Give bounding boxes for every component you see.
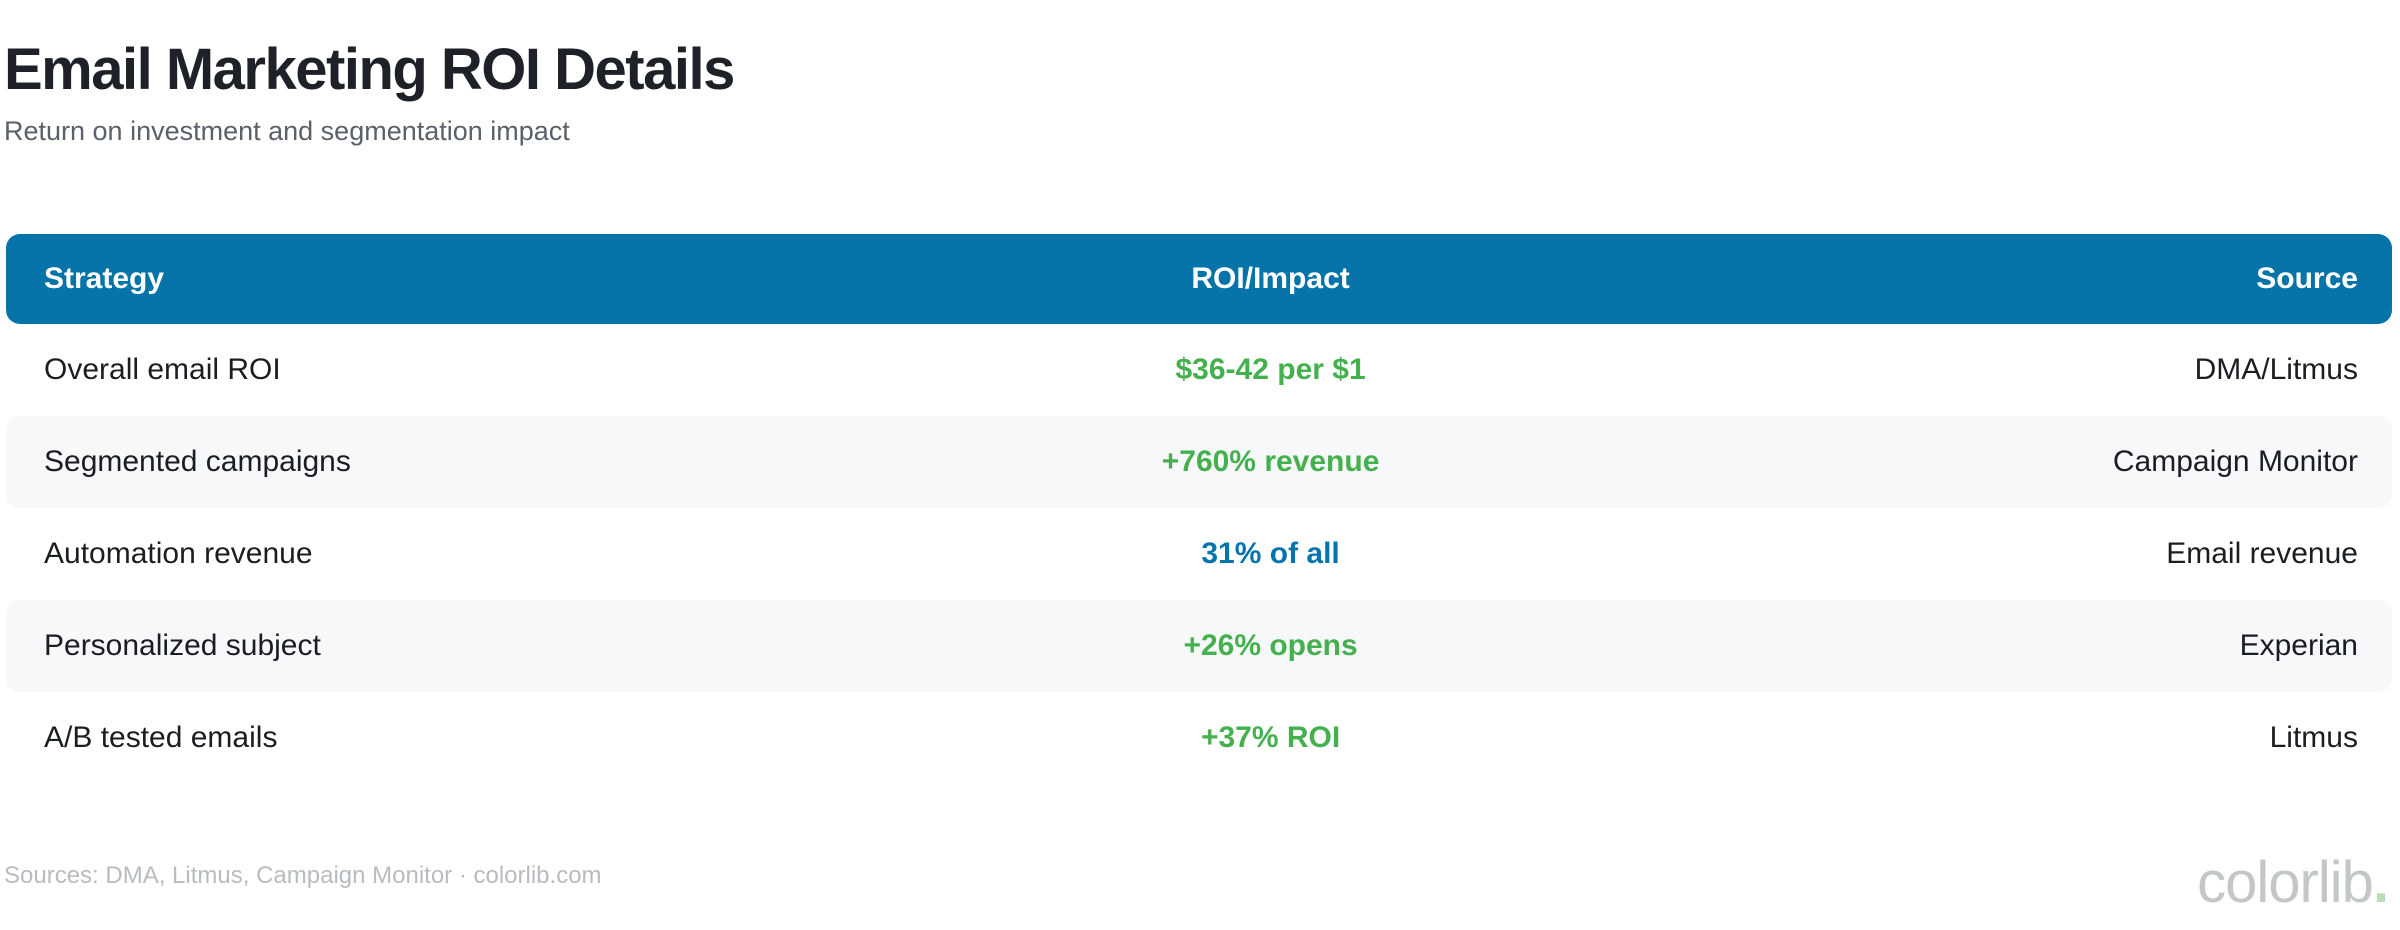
source-cell: Email revenue [2166, 537, 2358, 570]
sources-note: Sources: DMA, Litmus, Campaign Monitor ·… [4, 862, 602, 889]
source-cell: Campaign Monitor [2112, 445, 2358, 478]
page-heading: Email Marketing ROI Details Return on in… [4, 37, 735, 147]
impact-cell: +26% opens [1183, 629, 1358, 662]
column-header-impact: ROI/Impact [1191, 262, 1350, 295]
strategy-cell: Segmented campaigns [44, 445, 351, 478]
impact-cell: $36-42 per $1 [1175, 353, 1366, 386]
strategy-cell: Personalized subject [44, 629, 321, 662]
page-title: Email Marketing ROI Details [4, 37, 735, 102]
table-row: Segmented campaigns +760% revenue Campai… [6, 416, 2392, 508]
impact-cell: +760% revenue [1161, 445, 1380, 478]
table-row: Overall email ROI $36-42 per $1 DMA/Litm… [6, 324, 2392, 416]
colorlib-logo-dot: . [2372, 850, 2389, 915]
source-cell: DMA/Litmus [2194, 353, 2358, 386]
impact-cell: +37% ROI [1200, 721, 1341, 754]
source-cell: Litmus [2269, 721, 2358, 754]
impact-cell: 31% of all [1201, 537, 1340, 570]
table-row: Automation revenue 31% of all Email reve… [6, 508, 2392, 600]
strategy-cell: A/B tested emails [44, 721, 278, 754]
strategy-cell: Automation revenue [44, 537, 313, 570]
table-header-row: Strategy ROI/Impact Source [6, 234, 2392, 324]
column-header-strategy: Strategy [44, 262, 165, 295]
colorlib-logo: colorlib. [2197, 849, 2389, 916]
colorlib-logo-text: colorlib [2197, 850, 2374, 915]
source-cell: Experian [2239, 629, 2358, 662]
page-subtitle: Return on investment and segmentation im… [4, 115, 570, 146]
table-row: Personalized subject +26% opens Experian [6, 600, 2392, 692]
strategy-cell: Overall email ROI [44, 353, 281, 386]
table-row: A/B tested emails +37% ROI Litmus [6, 692, 2392, 784]
roi-table: Strategy ROI/Impact Source Overall email… [6, 234, 2392, 784]
column-header-source: Source [2256, 262, 2358, 295]
